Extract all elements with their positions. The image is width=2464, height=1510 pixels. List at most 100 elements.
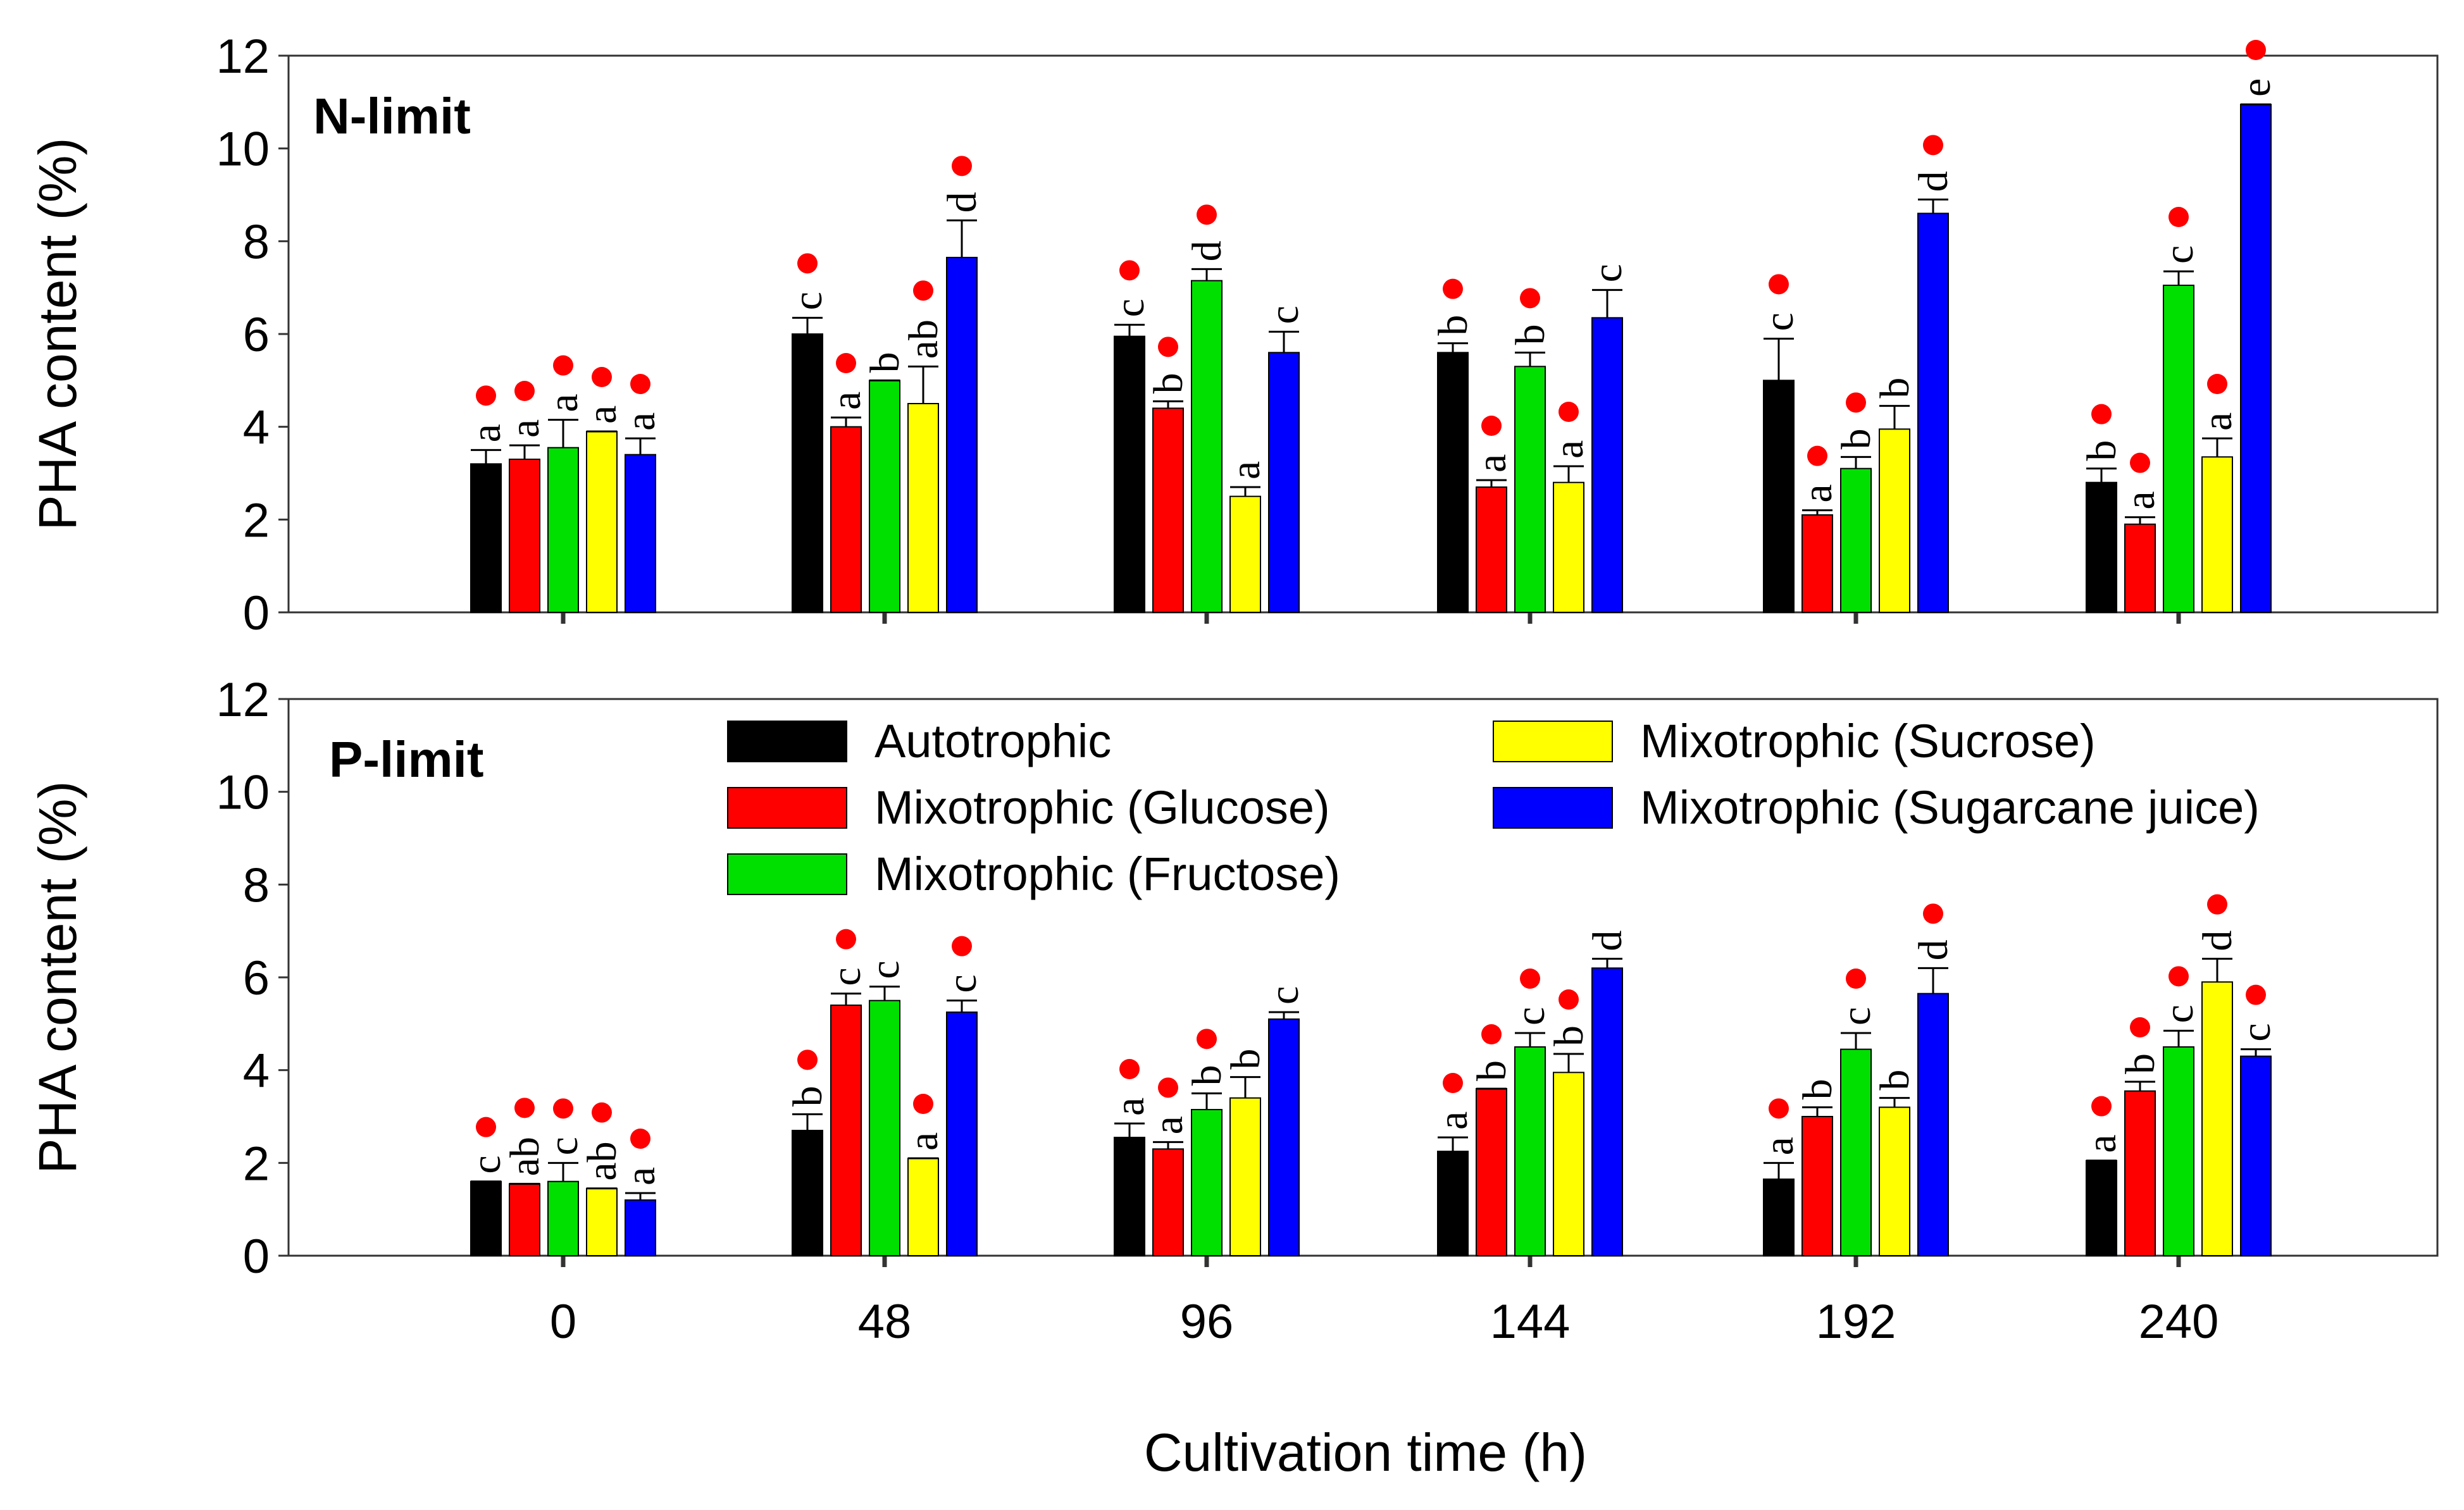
significance-dot [1197,204,1217,225]
y-tick-label: 2 [243,1137,270,1191]
significance-dot [476,1117,496,1137]
y-tick-label: 0 [243,1230,270,1284]
significance-dot [836,353,856,373]
y-tick-label: 2 [243,493,270,547]
significance-dot [592,1102,612,1123]
significance-letter: a [1756,1137,1802,1155]
significance-letter: d [939,192,985,213]
significance-dot [630,1129,650,1149]
bar [1553,481,1584,614]
y-tick-label: 8 [243,858,270,912]
bar [470,463,502,613]
significance-letter: b [785,1086,831,1106]
bar [1152,407,1184,613]
significance-letter: a [1107,1098,1153,1116]
x-tick-label: 48 [858,1295,912,1349]
significance-letter: b [1546,1025,1592,1046]
bar [1879,428,1910,613]
significance-dot [476,385,496,406]
significance-dot [1520,969,1540,989]
significance-dot [1520,288,1540,309]
bar [586,431,618,613]
bar [1114,335,1145,614]
significance-dot [2130,452,2150,473]
bar [1229,495,1261,614]
bar [907,403,939,613]
bar [1476,1088,1507,1256]
significance-dot [2246,40,2266,60]
bar [1229,1097,1261,1256]
y-axis-title: PHA content (%) [28,781,87,1174]
bar [1553,1072,1584,1257]
y-tick-label: 12 [216,30,270,84]
significance-letter: b [1507,324,1553,345]
y-axis-title: PHA content (%) [28,138,87,531]
bar [1476,486,1507,613]
bar [1437,1151,1469,1256]
x-axis-title: Cultivation time (h) [1144,1423,1587,1482]
bar [2124,523,2156,614]
bar [1763,1179,1795,1256]
significance-dot [952,156,972,176]
significance-dot [1923,903,1943,924]
legend-label: Mixotrophic (Glucose) [874,781,1330,834]
significance-letter: c [1507,1007,1553,1025]
significance-letter: a [1223,461,1269,480]
y-tick-label: 4 [243,401,270,455]
significance-letter: a [618,1167,664,1185]
significance-dot [514,381,535,401]
y-tick-label: 0 [243,586,270,640]
significance-letter: d [2194,931,2241,951]
significance-dot [2091,404,2112,424]
bar [1514,1046,1546,1256]
bar [2201,981,2233,1257]
bar [2124,1090,2156,1256]
significance-dot [2207,374,2227,394]
significance-dot [1846,969,1866,989]
significance-dot [2130,1017,2150,1037]
bar [1114,1137,1145,1256]
significance-dot [1807,445,1827,466]
significance-letter: c [1107,299,1153,317]
legend-swatch [1493,787,1613,829]
y-tick-label: 4 [243,1044,270,1098]
significance-dot [1923,135,1943,156]
significance-dot [1846,392,1866,413]
significance-letter: c [1261,986,1307,1005]
significance-letter: c [1584,264,1631,282]
bar [509,459,540,613]
bar [830,1005,862,1256]
significance-letter: a [2079,1134,2125,1153]
bar [1840,467,1872,614]
significance-letter: a [579,405,625,424]
legend-label: Autotrophic [874,715,1111,767]
significance-dot [1119,1059,1140,1079]
significance-dot [1119,260,1140,281]
significance-letter: b [1833,428,1879,449]
significance-dot [836,929,856,950]
significance-dot [797,253,818,274]
significance-letter: c [540,1137,587,1155]
significance-letter: a [618,412,664,431]
bar [2240,1055,2272,1256]
x-tick-label: 96 [1180,1295,1234,1349]
legend-label: Mixotrophic (Fructose) [874,848,1340,900]
bar [1917,993,1949,1256]
y-tick-label: 8 [243,215,270,269]
bar [586,1187,618,1256]
bar [830,426,862,614]
significance-letter: e [2233,78,2279,97]
significance-dot [553,355,573,376]
significance-letter: b [1872,1070,1918,1091]
significance-letter: c [2156,1005,2202,1023]
significance-letter: b [2079,440,2125,461]
significance-letter: c [463,1155,509,1173]
significance-dot [1443,1073,1463,1093]
bar [2163,285,2194,613]
significance-letter: c [939,974,985,993]
significance-dot [1559,989,1579,1010]
significance-letter: a [463,424,509,442]
